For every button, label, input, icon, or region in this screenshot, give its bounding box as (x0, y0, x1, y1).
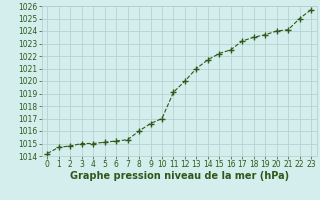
X-axis label: Graphe pression niveau de la mer (hPa): Graphe pression niveau de la mer (hPa) (70, 171, 289, 181)
